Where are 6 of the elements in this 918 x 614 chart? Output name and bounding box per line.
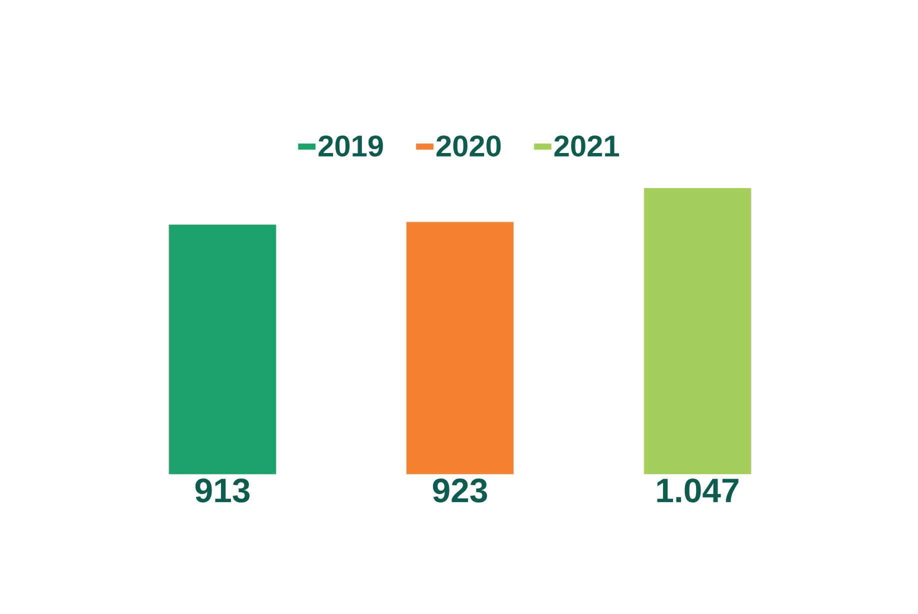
data-label: 913 [195,478,250,503]
legend-label: 2020 [436,135,501,157]
data-label: 923 [432,478,488,503]
legend-label: 2019 [318,135,383,157]
data-label: 1.047 [657,478,738,502]
legend-label: 2021 [554,135,619,157]
